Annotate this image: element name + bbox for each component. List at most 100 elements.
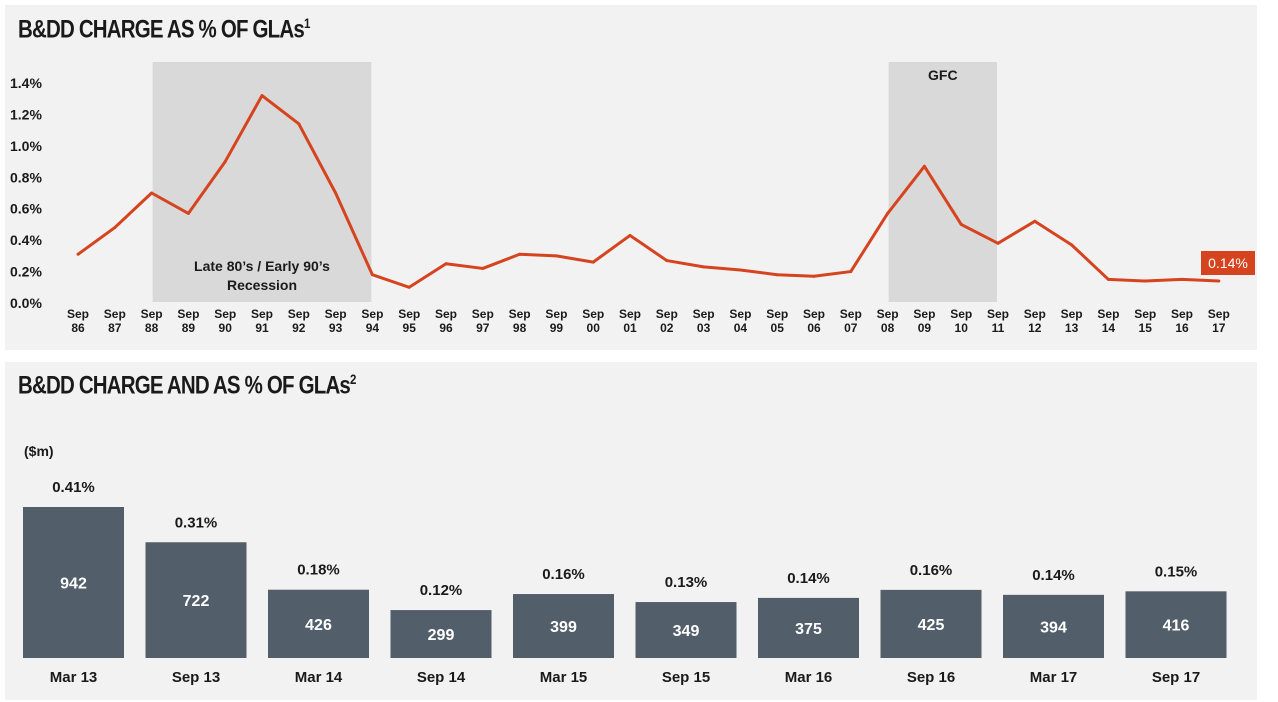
bar: [268, 589, 369, 658]
bar-pct-label: 0.15%: [1155, 563, 1198, 580]
bar-pct-label: 0.16%: [910, 562, 953, 579]
x-tick-label: Sep 92: [288, 307, 310, 335]
x-tick-label: Sep 08: [877, 307, 899, 335]
data-point: [76, 252, 80, 256]
bar: [1125, 591, 1227, 658]
data-point: [554, 254, 558, 258]
x-category-label: Mar 13: [50, 669, 98, 686]
data-point: [775, 273, 779, 277]
x-tick-label: Sep 15: [1134, 307, 1156, 335]
x-tick-label: Sep 97: [472, 307, 494, 335]
data-point: [922, 164, 926, 168]
y-axis-unit-label: ($m): [24, 443, 54, 459]
x-tick-label: Sep 90: [214, 307, 236, 335]
data-point: [370, 273, 374, 277]
y-tick-label: 1.2%: [10, 106, 42, 122]
shaded-region-label: GFC: [928, 67, 958, 83]
data-point: [444, 262, 448, 266]
x-tick-label: Sep 02: [656, 307, 678, 335]
data-point: [518, 252, 522, 256]
x-tick-label: Sep 03: [693, 307, 715, 335]
data-point: [407, 285, 411, 289]
x-tick-label: Sep 04: [729, 307, 751, 335]
data-point: [628, 233, 632, 237]
data-point: [260, 94, 264, 98]
data-point: [591, 260, 595, 264]
x-tick-label: Sep 07: [840, 307, 862, 335]
bar-value-label: 942: [60, 576, 87, 593]
bar: [390, 610, 492, 658]
bar-pct-label: 0.31%: [175, 514, 218, 531]
bar-value-label: 399: [550, 619, 577, 636]
bar-pct-label: 0.18%: [297, 562, 340, 579]
x-tick-label: Sep 93: [325, 307, 347, 335]
x-tick-label: Sep 86: [67, 307, 89, 335]
bar-pct-label: 0.14%: [787, 570, 830, 587]
bar: [145, 542, 247, 658]
data-point: [297, 122, 301, 126]
y-tick-label: 1.0%: [10, 138, 42, 154]
x-tick-label: Sep 99: [545, 307, 567, 335]
x-tick-label: Sep 98: [509, 307, 531, 335]
data-point: [1143, 279, 1147, 283]
bar-pct-label: 0.16%: [542, 566, 585, 583]
data-point: [738, 268, 742, 272]
bar-value-label: 375: [795, 621, 822, 638]
x-tick-label: Sep 17: [1208, 307, 1230, 335]
bar-chart: ($m) 942 0.41% Mar 13 722 0.31% Sep 13 426 0.18%…: [23, 443, 1227, 686]
x-tick-label: Sep 96: [435, 307, 457, 335]
x-tick-label: Sep 94: [361, 307, 383, 335]
x-tick-label: Sep 00: [582, 307, 604, 335]
data-point: [1217, 279, 1221, 283]
x-category-label: Mar 17: [1030, 669, 1078, 686]
data-point: [150, 191, 154, 195]
bar: [513, 594, 614, 658]
bar-value-label: 349: [673, 623, 700, 640]
x-tick-label: Sep 10: [950, 307, 972, 335]
x-tick-label: Sep 88: [141, 307, 163, 335]
bar: [635, 602, 737, 658]
end-value-callout: [1201, 251, 1255, 275]
bar-chart-title: B&DD CHARGE AND AS % OF GLAs2: [18, 371, 356, 400]
data-point: [665, 259, 669, 263]
x-category-label: Sep 15: [662, 669, 710, 686]
x-category-label: Sep 17: [1152, 669, 1200, 686]
data-point: [1070, 243, 1074, 247]
x-tick-label: Sep 05: [766, 307, 788, 335]
x-tick-label: Sep 11: [987, 307, 1009, 335]
x-tick-label: Sep 91: [251, 307, 273, 335]
bar-chart-title-footnote: 2: [350, 371, 356, 387]
bar: [758, 597, 859, 658]
bar-pct-label: 0.41%: [52, 479, 95, 496]
data-point: [702, 265, 706, 269]
series-line: [77, 94, 1219, 289]
x-tick-label: Sep 12: [1024, 307, 1046, 335]
data-point: [334, 191, 338, 195]
x-category-label: Mar 15: [540, 669, 588, 686]
x-category-label: Sep 14: [417, 669, 466, 686]
line-chart: Late 80’s / Early 90’s Recession GFC 0.0% 0.…: [10, 62, 1255, 335]
y-tick-label: 0.2%: [10, 264, 42, 280]
x-tick-label: Sep 89: [177, 307, 199, 335]
data-point: [113, 226, 117, 230]
x-tick-label: Sep 95: [398, 307, 420, 335]
y-tick-label: 0.8%: [10, 169, 42, 185]
bar-pct-label: 0.13%: [665, 574, 708, 591]
shaded-region: [888, 62, 997, 302]
x-category-label: Mar 16: [785, 669, 833, 686]
data-point: [812, 274, 816, 278]
x-tick-label: Sep 14: [1097, 307, 1119, 335]
bar-value-label: 722: [183, 593, 210, 610]
data-point: [1033, 219, 1037, 223]
bar: [880, 589, 982, 658]
bar-pct-label: 0.12%: [420, 582, 463, 599]
end-value-label: 0.14%: [1208, 255, 1248, 271]
x-tick-label: Sep 09: [913, 307, 935, 335]
data-point: [481, 266, 485, 270]
bar-value-label: 426: [305, 617, 332, 634]
bar-value-label: 416: [1163, 618, 1190, 635]
bar: [1003, 594, 1104, 658]
x-category-label: Mar 14: [295, 669, 343, 686]
line-chart-title-footnote: 1: [303, 15, 310, 31]
data-point: [186, 211, 190, 215]
